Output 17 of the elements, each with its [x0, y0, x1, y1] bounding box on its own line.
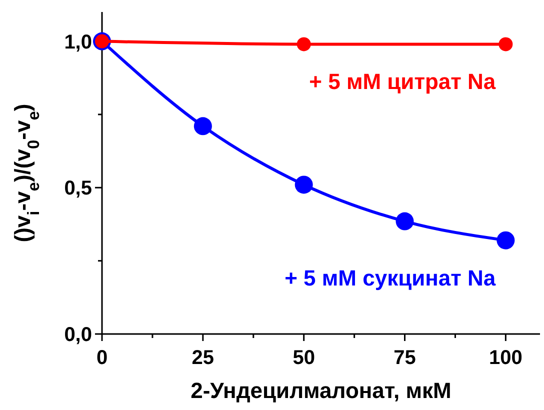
y-tick-label: 0,5 [64, 178, 92, 200]
y-tick-label: 0,0 [64, 324, 92, 346]
series-label: + 5 мМ цитрат Na [309, 69, 496, 94]
x-axis-title: 2-Ундецилмалонат, мкМ [190, 378, 452, 403]
point [498, 37, 513, 52]
point [396, 212, 414, 230]
y-tick-label: 1,0 [64, 31, 92, 54]
point [294, 176, 313, 194]
x-tick-label: 100 [489, 347, 522, 369]
point [496, 231, 515, 250]
x-tick-label: 75 [394, 347, 416, 369]
x-tick-label: 50 [292, 347, 315, 369]
x-tick-label: 0 [96, 347, 108, 369]
point [194, 117, 212, 136]
series-label: + 5 мМ сукцинат Na [284, 265, 496, 290]
x-tick-label: 25 [192, 347, 214, 369]
point [296, 37, 311, 52]
